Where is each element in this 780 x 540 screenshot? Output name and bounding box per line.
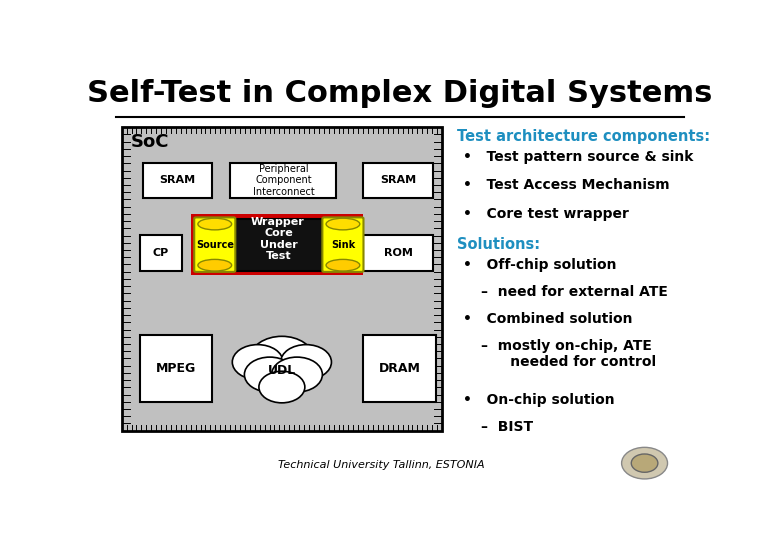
Circle shape [281,345,332,380]
Text: Source: Source [196,240,234,249]
Ellipse shape [198,259,232,271]
FancyBboxPatch shape [231,163,336,198]
Circle shape [244,357,295,392]
FancyBboxPatch shape [140,335,212,402]
Text: –  need for external ATE: – need for external ATE [481,285,668,299]
Text: •   Core test wrapper: • Core test wrapper [463,207,629,220]
Circle shape [232,345,283,380]
Circle shape [631,454,658,472]
Text: Core
Under
Test: Core Under Test [260,228,298,261]
Text: •   Test pattern source & sink: • Test pattern source & sink [463,150,693,164]
Text: –  mostly on-chip, ATE
      needed for control: – mostly on-chip, ATE needed for control [481,339,657,369]
Text: SRAM: SRAM [160,175,196,185]
Text: DRAM: DRAM [379,362,420,375]
Text: MPEG: MPEG [156,362,197,375]
Circle shape [622,447,668,479]
Circle shape [250,336,314,380]
Text: Sink: Sink [331,240,355,249]
Text: SoC: SoC [131,133,169,151]
Text: CP: CP [153,248,169,258]
Text: •   Combined solution: • Combined solution [463,312,633,326]
Text: Self-Test in Complex Digital Systems: Self-Test in Complex Digital Systems [87,79,712,109]
Text: •   Test Access Mechanism: • Test Access Mechanism [463,178,670,192]
FancyBboxPatch shape [143,163,212,198]
FancyBboxPatch shape [233,219,324,271]
Text: •   Off-chip solution: • Off-chip solution [463,258,617,272]
FancyBboxPatch shape [191,214,363,275]
Circle shape [271,357,322,392]
Ellipse shape [326,218,360,230]
FancyBboxPatch shape [363,235,433,271]
FancyBboxPatch shape [194,218,236,272]
FancyBboxPatch shape [322,218,363,272]
FancyBboxPatch shape [122,127,442,431]
Text: Test architecture components:: Test architecture components: [457,129,711,144]
Ellipse shape [326,259,360,271]
FancyBboxPatch shape [363,163,433,198]
Text: Peripheral
Component
Interconnect: Peripheral Component Interconnect [253,164,314,197]
Text: Technical University Tallinn, ESTONIA: Technical University Tallinn, ESTONIA [278,460,485,470]
Text: Wrapper: Wrapper [250,217,304,227]
FancyBboxPatch shape [140,235,182,271]
Text: ROM: ROM [384,248,413,258]
Circle shape [259,371,305,403]
Text: –  BIST: – BIST [481,420,534,434]
Text: UDL: UDL [268,364,296,377]
Text: SRAM: SRAM [380,175,417,185]
FancyBboxPatch shape [363,335,436,402]
Text: •   On-chip solution: • On-chip solution [463,393,615,407]
Text: Solutions:: Solutions: [457,238,541,252]
Ellipse shape [198,218,232,230]
